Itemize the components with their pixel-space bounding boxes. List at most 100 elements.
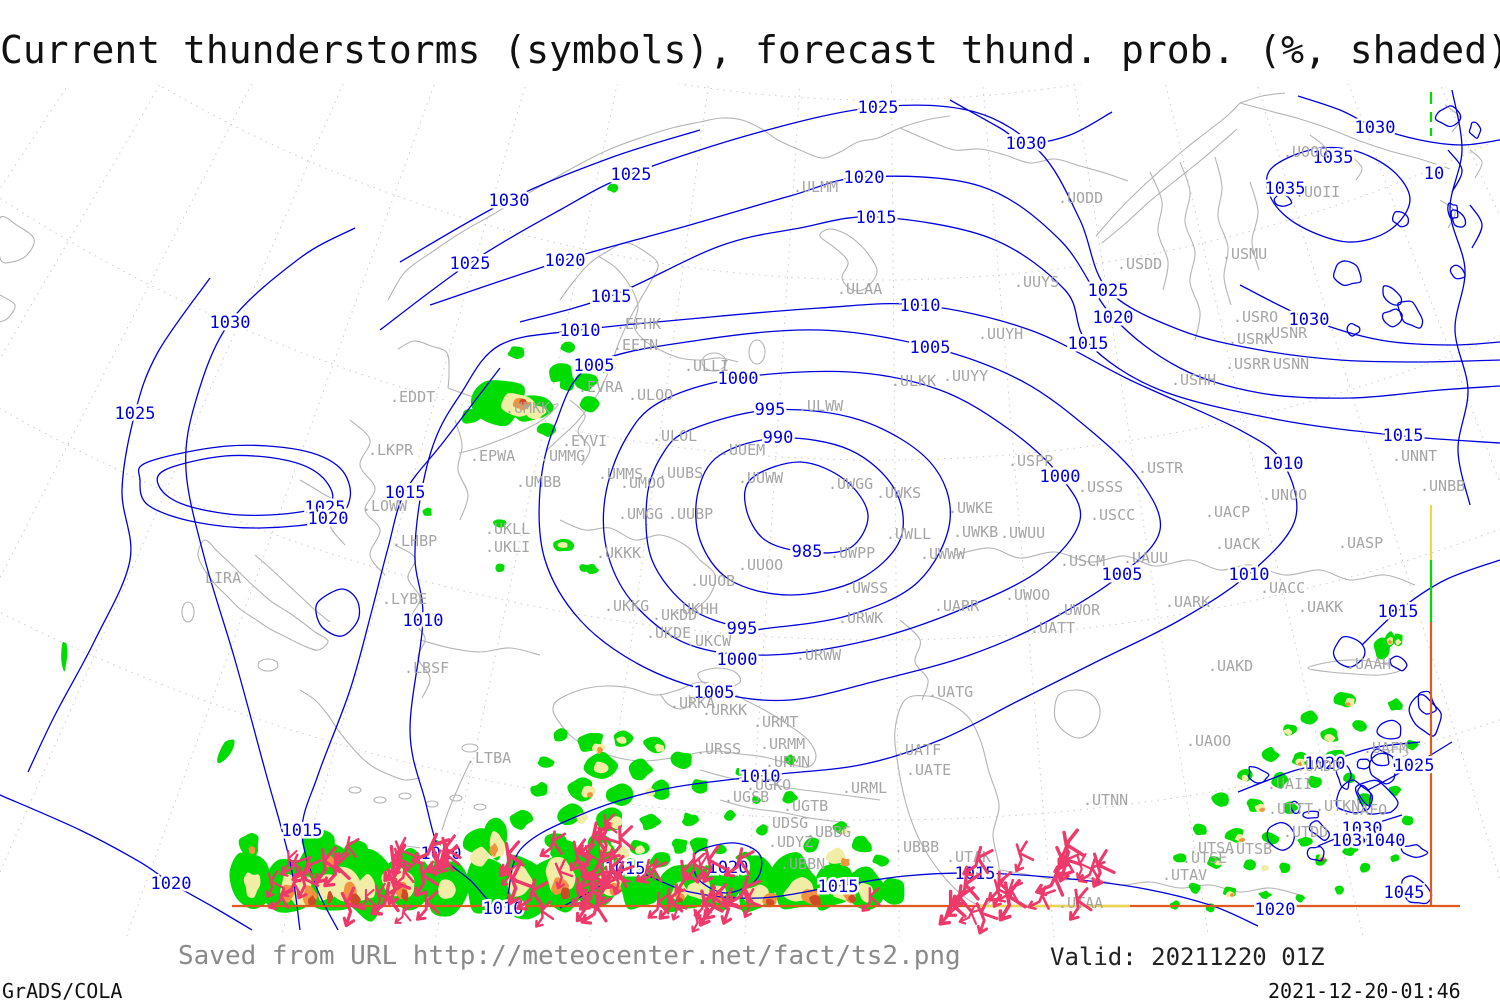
- station-label: .USRO: [1233, 308, 1278, 326]
- station-label: .UMKK: [505, 399, 550, 417]
- station-label: .USHH: [1171, 371, 1216, 389]
- thunderstorm-symbol: [505, 861, 533, 906]
- station-label: .UWGG: [828, 475, 873, 493]
- station-label: .URWK: [838, 609, 883, 627]
- thunderstorm-symbol: [975, 897, 999, 935]
- isobar-label: 1015: [385, 483, 426, 503]
- station-label: .UWKB: [953, 523, 998, 541]
- station-label: .EVRA: [578, 378, 623, 396]
- station-label: .UUOO: [738, 556, 783, 574]
- station-label: .UAAH: [1346, 655, 1391, 673]
- station-label: .UTSA: [1189, 839, 1234, 857]
- isobar-label: 1025: [1394, 756, 1435, 776]
- station-label: .UGKO: [746, 776, 791, 794]
- thunderstorm-symbol: [539, 830, 567, 858]
- isobar-label: 1000: [1040, 467, 1081, 487]
- isobar-label: 1030: [1355, 118, 1396, 138]
- isobar-label: 1030: [210, 313, 251, 333]
- isobar-label: 1015: [1068, 334, 1109, 354]
- thunderstorm-symbol: [268, 886, 294, 910]
- station-label: .URMM: [760, 735, 805, 753]
- station-label: .UATE: [906, 761, 951, 779]
- isobar-label: 1030: [1342, 819, 1383, 839]
- station-label: .EETN: [613, 336, 658, 354]
- station-label: .UUYH: [978, 325, 1023, 343]
- station-label: .UWKS: [876, 484, 921, 502]
- thunderstorm-symbol: [938, 889, 967, 926]
- thunderstorm-symbol: [861, 887, 881, 912]
- grads-credit: GrADS/COLA: [2, 979, 123, 1000]
- isobar-label: 1020: [1305, 754, 1346, 774]
- station-label: .UTNN: [1083, 791, 1128, 809]
- station-label: .USCM: [1060, 552, 1105, 570]
- thunderstorm-symbol: [414, 860, 439, 897]
- station-label: .UKKK: [596, 544, 641, 562]
- thunderstorm-symbol: [393, 860, 417, 887]
- isobar-label: 995: [755, 400, 786, 420]
- thunderstorm-symbol: [639, 858, 668, 884]
- station-label: .USNR: [1262, 324, 1308, 342]
- station-label: .USMU: [1222, 245, 1267, 263]
- station-label: .UMMS: [598, 465, 643, 483]
- station-label: .UTAK: [946, 848, 991, 866]
- isobar-label: 1020: [844, 168, 885, 188]
- thunderstorm-symbol: [580, 893, 613, 925]
- station-label: .UTSB: [1227, 840, 1272, 858]
- isobar-label: 1010: [1229, 565, 1270, 585]
- station-label: .UMOO: [620, 474, 665, 492]
- thunderstorm-symbol: [394, 903, 413, 924]
- station-label: .UNOO: [1262, 486, 1307, 504]
- station-label: .UGSB: [724, 788, 769, 806]
- render-timestamp: 2021-12-20-01:46: [1268, 979, 1461, 1000]
- isobar-label: 1015: [1383, 426, 1424, 446]
- thunderstorm-symbol: [265, 870, 284, 898]
- station-label: .LBSF: [404, 659, 449, 677]
- isobar-label: 1020: [1093, 308, 1134, 328]
- station-label: .URKA: [670, 694, 715, 712]
- isobar-label: 1010: [900, 296, 941, 316]
- thunderstorm-symbol: [1078, 857, 1106, 884]
- station-label: .UTTT: [1268, 800, 1313, 818]
- station-label: .UACP: [1205, 503, 1250, 521]
- isobar-label: 1040: [1365, 831, 1406, 851]
- station-label: LIRA: [205, 569, 241, 587]
- station-code-labels: .EDDT .LKPR .EPWA .UMMG .UMBB .LOWW .LHBP LIRA.…: [205, 143, 1465, 912]
- station-label: .UATF: [896, 741, 941, 759]
- station-label: .UMMG: [540, 447, 585, 465]
- thunderstorm-symbol: [580, 850, 617, 881]
- station-label: .EDDT: [390, 388, 435, 406]
- isobar-label: 1005: [574, 356, 615, 376]
- thunderstorm-symbol: [992, 876, 1013, 908]
- station-label: .USDD: [1117, 255, 1162, 273]
- station-label: .UODD: [1058, 189, 1103, 207]
- thunderstorm-symbol: [581, 843, 599, 869]
- station-label: .UKLL: [485, 520, 530, 538]
- station-label: .URKK: [702, 701, 747, 719]
- thunderstorm-symbol: [674, 858, 700, 894]
- station-label: .LKPR: [368, 441, 414, 459]
- saved-from-url-text: Saved from URL http://meteocenter.net/fa…: [178, 941, 961, 971]
- isobar-label: 1030: [1332, 831, 1373, 851]
- isobar-label: 1005: [910, 338, 951, 358]
- thunderstorm-symbol: [609, 825, 635, 859]
- thunderstorm-symbol: [411, 832, 451, 866]
- coastlines-and-borders: [0, 92, 1483, 906]
- thunderstorm-symbol: [1091, 849, 1116, 888]
- isobar-label: 1000: [718, 369, 759, 389]
- isobar-label: 1005: [1102, 565, 1143, 585]
- station-label: .UACK: [1215, 535, 1260, 553]
- thunderstorm-symbol: [701, 844, 727, 883]
- station-label: .UBBB: [894, 838, 939, 856]
- station-label: .UAKD: [1208, 657, 1253, 675]
- isobar-label: 1030: [1006, 134, 1047, 154]
- thunderstorm-symbol: [340, 886, 367, 928]
- isobar-label: 990: [763, 428, 794, 448]
- thunderstorm-symbol: [315, 846, 342, 885]
- isobar-label: 1020: [545, 251, 586, 271]
- station-label: .UMBB: [516, 473, 561, 491]
- thunderstorm-symbols: [265, 813, 1116, 935]
- station-label: .UUBP: [668, 505, 713, 523]
- station-label: .UDSG: [763, 814, 808, 832]
- station-label: .UUYY: [943, 367, 988, 385]
- isobar-label: 1035: [1265, 179, 1306, 199]
